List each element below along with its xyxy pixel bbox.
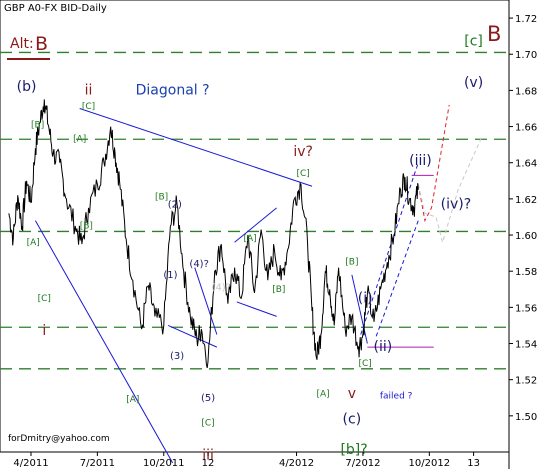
y-tick-label: 1.58 (515, 267, 537, 278)
wave-label: failed ? (380, 391, 413, 401)
wave-label: [C] (201, 419, 214, 429)
wave-label: (i) (358, 290, 373, 306)
y-axis-ticks: 1.50 1.52 1.54 1.56 1.58 1.60 1.62 1.64 1.66 1.68… (509, 14, 537, 423)
x-tick-label: 13 (467, 458, 480, 469)
wave-label: [B] (272, 285, 285, 295)
x-tick-label: 4/2012 (279, 458, 314, 469)
wave-label: [A] (27, 238, 40, 248)
wave-label: [B] (31, 120, 44, 130)
wave-label: i (42, 323, 46, 339)
wave-label: (4)? (189, 259, 208, 270)
wave-label: (1) (163, 270, 177, 281)
wave-label: [c] (464, 34, 483, 50)
wave-label: [C] (297, 169, 310, 179)
wave-label: [A] (73, 135, 86, 145)
wave-label: [C] (358, 359, 371, 369)
x-tick-label: 10/2011 (143, 458, 185, 469)
x-axis-ticks: 4/2011 7/2011 10/2011 12 4/2012 7/2012 10/2012… (13, 452, 480, 469)
wave-label: (4)? (212, 282, 231, 293)
forecast-paths (417, 104, 483, 245)
forecast-path (417, 104, 450, 223)
trend-line (351, 274, 368, 344)
wave-label: [A] (243, 234, 256, 244)
forecast-path (417, 135, 483, 245)
y-tick-label: 1.66 (515, 123, 537, 134)
trend-line (79, 108, 313, 187)
x-tick-label: 12 (202, 458, 215, 469)
wave-label: [A] (317, 390, 330, 400)
wave-label: [B] (345, 258, 358, 268)
trend-line (34, 220, 174, 464)
wave-label: (c) (343, 411, 362, 427)
y-tick-label: 1.56 (515, 303, 537, 314)
y-tick-label: 1.60 (515, 231, 537, 242)
y-tick-label: 1.64 (515, 159, 537, 170)
y-tick-label: 1.52 (515, 376, 537, 387)
y-tick-label: 1.62 (515, 195, 537, 206)
wave-label: v (348, 386, 356, 402)
price-line (8, 99, 419, 369)
wave-label: (2) (168, 199, 182, 210)
y-tick-label: 1.50 (515, 412, 537, 423)
wave-label: [B] (155, 193, 168, 203)
wave-label: (5) (201, 393, 215, 404)
trend-line (236, 301, 277, 317)
footer-email: forDmitry@yahoo.com (8, 434, 110, 444)
wave-label: (ii) (374, 339, 393, 355)
y-tick-label: 1.72 (515, 14, 537, 25)
y-tick-label: 1.68 (515, 86, 537, 97)
x-tick-label: 10/2012 (409, 458, 451, 469)
wave-label: [b]? (340, 442, 367, 458)
wave-labels: (b) ii Diagonal ? [c] (v) iv? [C] (iii) (iv)? [B]… (17, 34, 484, 464)
chart-title: GBP A0-FX BID-Daily (4, 3, 107, 14)
x-tick-label: 7/2012 (345, 458, 380, 469)
wave-label: (iii) (409, 153, 432, 169)
wave-label: [C] (82, 102, 95, 112)
wave-label: iv? (293, 144, 313, 160)
alt-value: B (35, 33, 48, 55)
alt-label: Alt: (10, 36, 34, 52)
trend-line (234, 207, 277, 243)
wave-label: [A] (126, 395, 139, 405)
wave-label: (iv)? (441, 196, 472, 212)
wave-label: (v) (464, 75, 483, 91)
price-series (8, 99, 419, 369)
wave-label: [B] (80, 222, 93, 232)
wave-label: Diagonal ? (136, 82, 210, 98)
trend-lines (34, 108, 434, 464)
trend-line (194, 267, 218, 335)
wave-label: [C] (38, 294, 51, 304)
y-tick-label: 1.54 (515, 340, 537, 351)
wave-label: ii (85, 82, 93, 98)
x-tick-label: 4/2011 (13, 458, 48, 469)
y-tick-label: 1.70 (515, 50, 537, 61)
top-right-wave-label: B (487, 22, 501, 46)
wave-label: (b) (17, 79, 37, 95)
x-tick-label: 7/2011 (80, 458, 115, 469)
wave-label: (3) (170, 351, 184, 362)
